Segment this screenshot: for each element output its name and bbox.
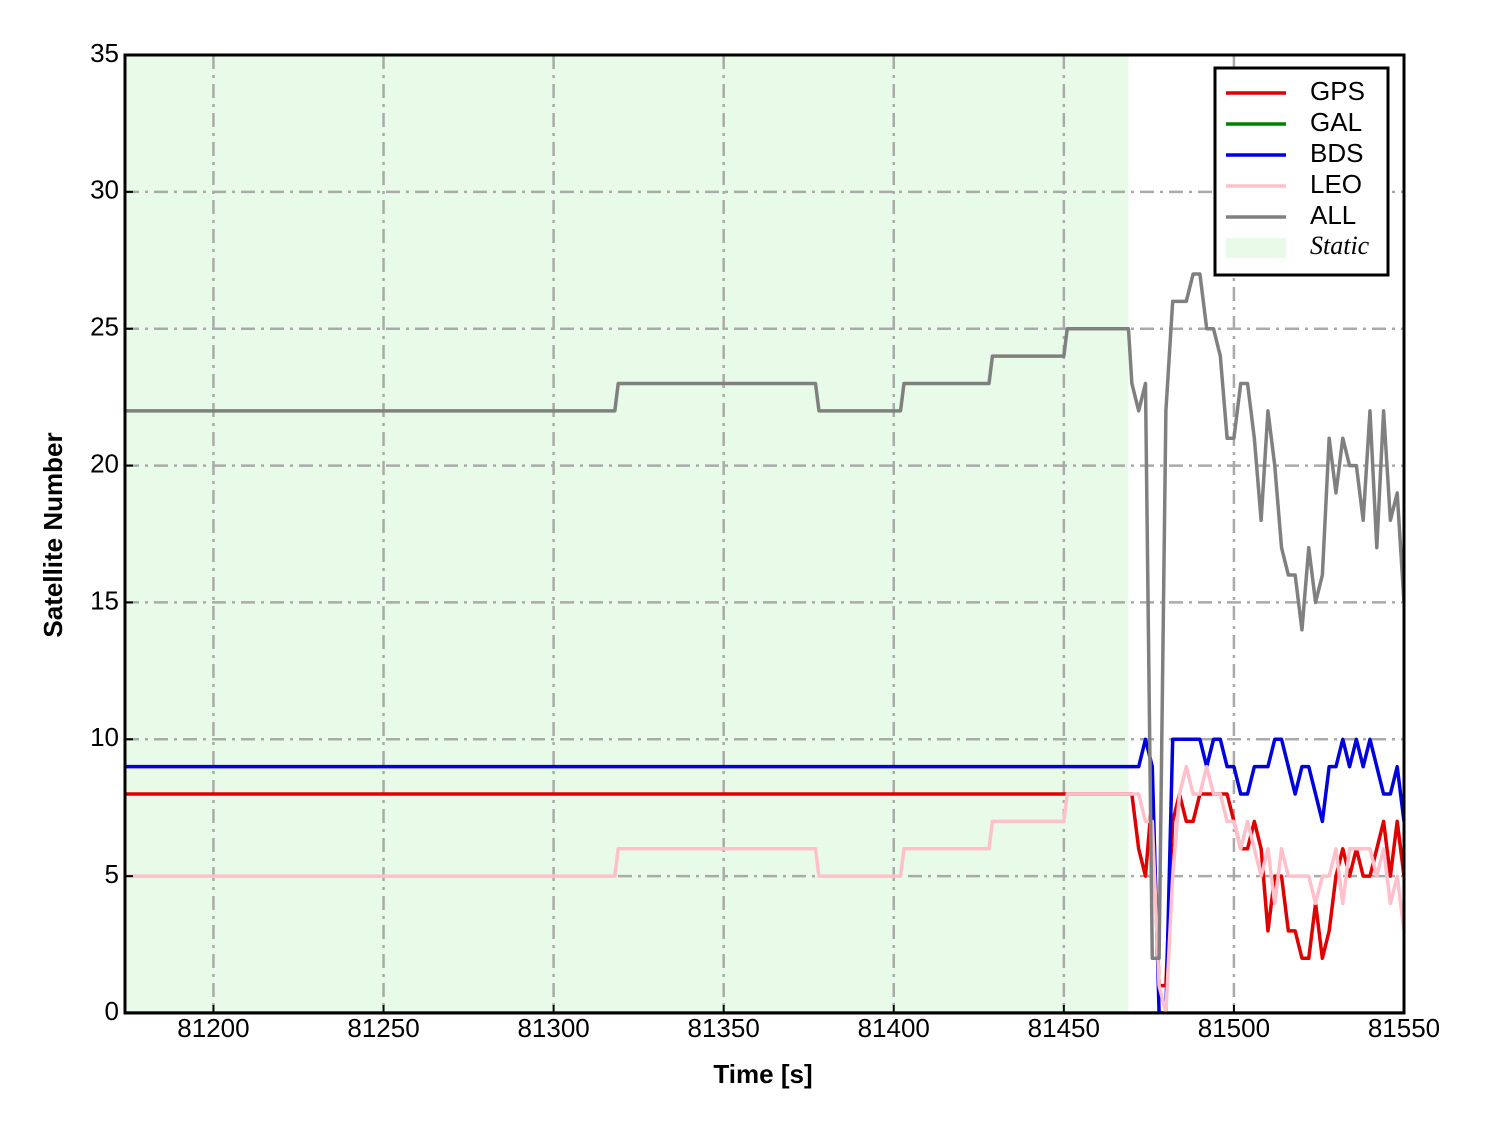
x-tick-label: 81500 <box>1198 1013 1270 1043</box>
y-tick-label: 5 <box>105 859 119 889</box>
y-tick-label: 35 <box>90 38 119 68</box>
x-tick-label: 81350 <box>688 1013 760 1043</box>
x-axis-label: Time [s] <box>713 1059 812 1089</box>
series-line <box>125 737 1404 1013</box>
legend-label: BDS <box>1310 138 1363 168</box>
x-tick-label: 81300 <box>517 1013 589 1043</box>
x-tick-label: 81200 <box>177 1013 249 1043</box>
legend-label: ALL <box>1310 200 1356 230</box>
y-tick-label: 20 <box>90 448 119 478</box>
legend-label: Static <box>1310 231 1370 260</box>
x-tick-label: 81400 <box>858 1013 930 1043</box>
y-tick-label: 25 <box>90 312 119 342</box>
legend-swatch <box>1226 238 1286 258</box>
legend-label: GAL <box>1310 107 1362 137</box>
series-line <box>125 792 1404 988</box>
series-line <box>125 764 1404 1013</box>
plot-frame <box>123 53 1406 1015</box>
legend-label: LEO <box>1310 169 1362 199</box>
x-tick-label: 81450 <box>1028 1013 1100 1043</box>
static-span <box>125 55 1129 1013</box>
x-tick-label: 81550 <box>1368 1013 1440 1043</box>
x-tick-label: 81250 <box>347 1013 419 1043</box>
series-line <box>125 272 1404 961</box>
y-axis-label: Satellite Number <box>38 432 68 637</box>
y-tick-label: 0 <box>105 996 119 1026</box>
y-tick-label: 10 <box>90 722 119 752</box>
legend-label: GPS <box>1310 76 1365 106</box>
y-tick-label: 30 <box>90 175 119 205</box>
y-tick-label: 15 <box>90 585 119 615</box>
